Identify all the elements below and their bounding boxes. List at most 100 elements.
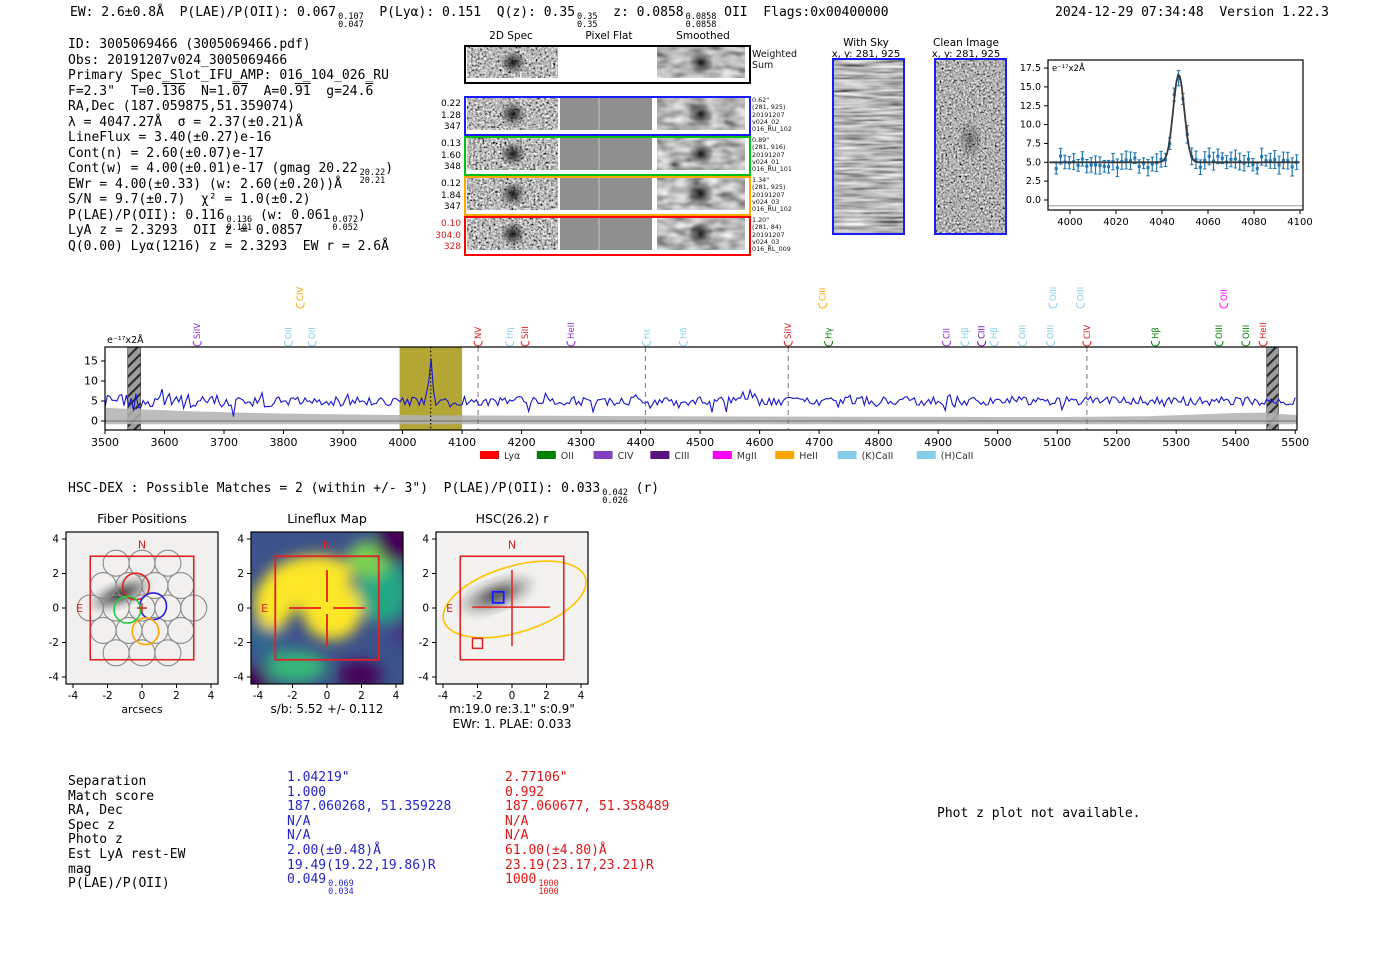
noise-image	[654, 218, 745, 250]
svg-text:4300: 4300	[567, 436, 595, 449]
match-table-value: 1.000	[287, 784, 327, 800]
match-table-value: 1.04219"	[287, 770, 350, 785]
sky-panel-coords: x, y: 281, 925	[831, 49, 901, 60]
hsc-match-line: HSC-DEX : Possible Matches = 2 (within +…	[68, 481, 660, 506]
noise-image	[467, 98, 558, 130]
svg-text:CIV: CIV	[296, 287, 306, 301]
svg-text:HeII: HeII	[1259, 322, 1269, 339]
cutout-title: Fiber Positions	[97, 511, 187, 526]
svg-text:CIV: CIV	[618, 451, 634, 462]
noise-image	[467, 178, 558, 210]
svg-text:OIII: OIII	[1047, 325, 1057, 339]
svg-text:Hδ: Hδ	[679, 327, 689, 339]
sky-panel-title: With Sky	[843, 37, 889, 49]
svg-text:4000: 4000	[389, 436, 417, 449]
svg-text:5.0: 5.0	[1026, 157, 1041, 168]
svg-text:-4: -4	[234, 672, 245, 684]
svg-text:-2: -2	[287, 690, 297, 702]
svg-text:4020: 4020	[1103, 217, 1128, 228]
noise-image	[467, 218, 558, 250]
match-table-value: N/A	[505, 828, 529, 844]
clean-image	[934, 58, 1007, 235]
pixel-flat-image	[560, 178, 652, 210]
svg-text:OII: OII	[1220, 289, 1230, 301]
svg-text:-4: -4	[68, 690, 79, 702]
cutout-panel: Lineflux Map N E -4 -4 -2 -2 0 0 2 2 4 4 s/b: 5.52 …	[221, 505, 431, 745]
svg-text:4: 4	[393, 690, 400, 702]
svg-text:5000: 5000	[984, 436, 1012, 449]
info-line: LyA z = 2.3293 OII z = 0.0857	[68, 223, 303, 238]
match-table-value: N/A	[287, 813, 311, 829]
match-table-value: 19.49(19.22,19.86)R	[287, 857, 436, 873]
cutout-caption: EWr: 1. PLAE: 0.033	[453, 717, 572, 731]
spec2d-column-header: Pixel Flat	[585, 30, 633, 42]
stacked-fraction: 1000 1000	[538, 879, 559, 898]
svg-text:4900: 4900	[924, 436, 952, 449]
photz-note: Phot z plot not available.	[937, 806, 1141, 821]
spec2d-row-weights: 0.10 304.0 328	[435, 219, 461, 252]
spec2d-row-weights: 0.12 1.84 347	[440, 179, 461, 212]
svg-text:5100: 5100	[1043, 436, 1071, 449]
sep-ellipse	[442, 560, 587, 639]
cutout-title: Lineflux Map	[287, 511, 367, 526]
spec2d-column-header: Smoothed	[676, 30, 730, 42]
cutout-caption: m:19.0 re:3.1" s:0.9"	[449, 702, 575, 716]
svg-text:4800: 4800	[865, 436, 893, 449]
noise-image	[654, 98, 745, 130]
svg-text:Hγ: Hγ	[825, 328, 835, 339]
svg-text:4100: 4100	[1287, 217, 1312, 228]
pixel-flat-image	[560, 138, 652, 170]
svg-text:2.5: 2.5	[1026, 176, 1041, 187]
svg-text:Hε: Hε	[643, 328, 653, 339]
stacked-fraction: 0.107 0.047	[338, 12, 364, 30]
svg-text:5: 5	[91, 395, 98, 408]
cutout-panel: HSC(26.2) r N E -4 -4 -2 -2 0 0 2 2 4 4 m:19.0 re:3…	[406, 505, 616, 745]
smoothed-image	[654, 218, 745, 250]
spectrum-axes: 3500 3600 3700 3800 3900 4000 4100 4200 4300 4400…	[84, 355, 1309, 450]
svg-text:OII: OII	[308, 327, 318, 339]
svg-text:0: 0	[509, 690, 516, 702]
inset-unit-label: e⁻¹⁷x2Å	[1052, 62, 1085, 74]
gaussian-fit-curve	[1049, 73, 1300, 164]
svg-text:3600: 3600	[151, 436, 179, 449]
info-line: Primary Spec_Slot_IFU_AMP: 016_104_026_R…	[68, 68, 389, 83]
svg-text:4040: 4040	[1149, 217, 1174, 228]
svg-text:(H)CaII: (H)CaII	[941, 451, 974, 462]
svg-text:-2: -2	[49, 637, 59, 649]
info-line: RA,Dec (187.059875,51.359074)	[68, 99, 295, 114]
svg-text:15: 15	[84, 355, 98, 368]
svg-text:-4: -4	[419, 672, 430, 684]
svg-text:3800: 3800	[270, 436, 298, 449]
match-table-value: 187.060677, 51.358489	[505, 799, 670, 815]
spec2d-row-annotation: 0.89" (281, 916) 20191207 v024_01 016_RU_101	[752, 136, 792, 174]
svg-text:-2: -2	[234, 637, 244, 649]
svg-text:-2: -2	[419, 637, 429, 649]
info-line: P(LAE)/P(OII): 0.116 0.136 0.101 (w: 0.061…	[68, 207, 366, 233]
svg-text:N: N	[138, 538, 146, 551]
svg-text:E: E	[261, 602, 268, 615]
svg-text:N: N	[508, 538, 516, 551]
stacked-fraction: 0.072 0.052	[332, 214, 359, 233]
spec2d-row-annotation: Weighted Sum	[752, 49, 797, 71]
match-table-row-label: Photo z	[68, 832, 123, 848]
svg-text:4400: 4400	[627, 436, 655, 449]
svg-text:5200: 5200	[1103, 436, 1131, 449]
svg-text:10: 10	[84, 375, 98, 388]
svg-text:0: 0	[139, 690, 146, 702]
spec2d-image	[467, 178, 558, 210]
pixel-flat-image	[560, 47, 652, 78]
stacked-fraction: 0.136 0.101	[226, 214, 253, 233]
cutout-svg: Fiber Positions N E -4 -4 -2 -2 0 0 2 2 4 4 arcsecs	[49, 511, 219, 716]
svg-text:12.5: 12.5	[1020, 101, 1041, 112]
svg-text:5300: 5300	[1162, 436, 1190, 449]
match-table-value: 2.77106"	[505, 770, 568, 785]
svg-text:3900: 3900	[329, 436, 357, 449]
hsc-image-content	[442, 560, 587, 650]
svg-text:2: 2	[422, 568, 429, 580]
svg-text:Hβ: Hβ	[990, 327, 1000, 339]
svg-text:E: E	[76, 602, 83, 615]
line-fit-svg: 0.0 2.5 5.0 7.5 10.0 12.5 15.0 17.5 4000 4020 4040…	[1020, 59, 1313, 228]
info-line: F=2.3" T=0.136 N=1.07 A=0.91 g=24.6	[68, 83, 374, 99]
with-sky-image	[832, 58, 905, 235]
inset-errorbar-points	[1054, 69, 1299, 177]
